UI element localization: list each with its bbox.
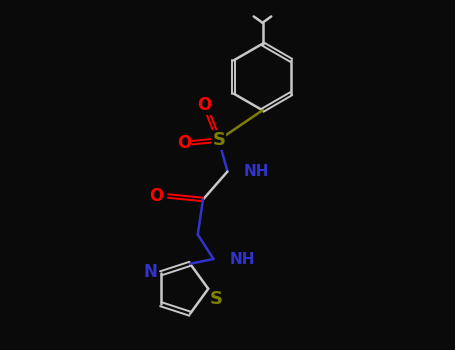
Text: O: O [177, 134, 191, 153]
Text: S: S [210, 290, 223, 308]
Text: NH: NH [229, 252, 255, 266]
Text: S: S [212, 131, 225, 149]
Text: NH: NH [243, 164, 269, 179]
Text: O: O [197, 96, 212, 114]
Text: N: N [143, 262, 157, 281]
Text: O: O [150, 187, 164, 205]
